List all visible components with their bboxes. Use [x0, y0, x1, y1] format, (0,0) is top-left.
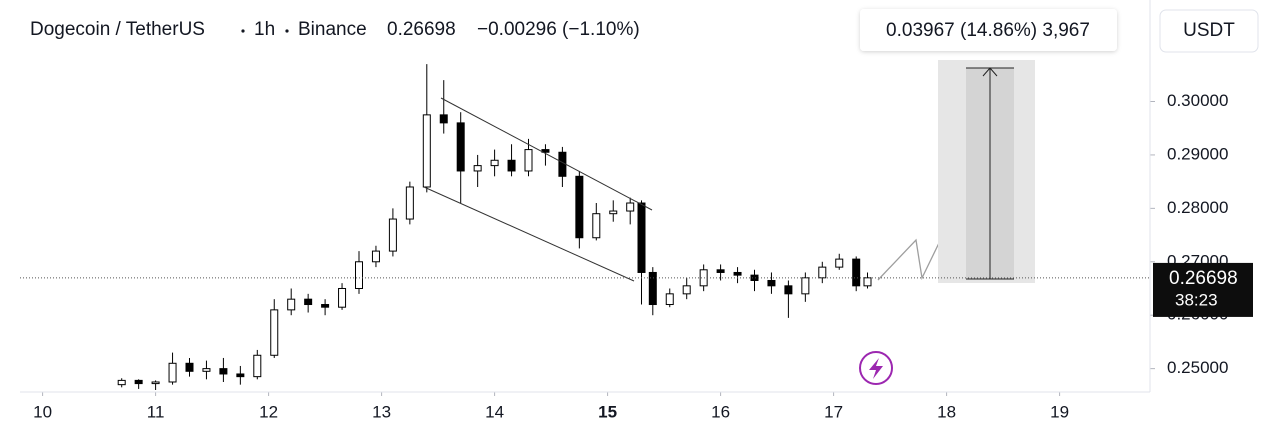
candle-body: [304, 298, 313, 306]
y-tick-label: 0.29000: [1167, 144, 1228, 163]
x-tick-label: 13: [372, 402, 391, 421]
last-price-box: [1153, 262, 1253, 317]
candle-body: [835, 258, 844, 268]
candle-body: [185, 362, 194, 372]
measure-head: [982, 67, 998, 77]
last-price-label: 0.26698: [1169, 268, 1238, 289]
candle-body: [287, 298, 296, 311]
candle-body: [665, 293, 674, 306]
candle-body: [801, 277, 810, 295]
currency[interactable]: USDT: [1183, 20, 1235, 41]
candle-body: [405, 186, 414, 220]
countdown: 38:23: [1175, 290, 1218, 309]
y-tick-label: 0.28000: [1167, 198, 1228, 217]
candle-body: [338, 287, 347, 308]
event-bolt: [869, 358, 883, 379]
candle-body: [626, 202, 635, 212]
candle-body: [490, 159, 499, 167]
candle-body: [575, 175, 584, 239]
x-tick-label: 10: [33, 402, 52, 421]
candle-body: [863, 277, 872, 287]
plot-area: 0.250000.260000.270000.280000.290000.300…: [33, 64, 1228, 421]
currency-button[interactable]: [1159, 9, 1259, 53]
candle-body: [852, 258, 861, 287]
candle-body: [609, 210, 618, 215]
candle-body: [439, 114, 448, 124]
candle-body: [818, 266, 827, 279]
candle-body: [473, 165, 482, 172]
candle-body: [422, 114, 431, 188]
exchange: Binance: [298, 19, 367, 40]
candle-body: [592, 213, 601, 239]
candle-body: [507, 159, 516, 172]
channel-lower: [423, 186, 635, 282]
candle-body: [682, 285, 691, 295]
x-tick-label: 14: [485, 402, 504, 421]
separator: [241, 29, 245, 33]
candle-body: [270, 309, 279, 356]
candle-body: [168, 362, 177, 383]
candle-body: [202, 368, 211, 372]
candle-body: [371, 250, 380, 263]
candle-body: [355, 261, 363, 289]
x-tick-label: 11: [147, 402, 165, 421]
candle-body: [253, 354, 262, 378]
candle-body: [637, 202, 646, 273]
candle-body: [541, 149, 550, 153]
candle-body: [733, 271, 742, 276]
candle-body: [648, 271, 657, 306]
x-tick-label: 16: [711, 402, 730, 421]
candle-body: [151, 381, 160, 385]
measure-label-box: [860, 9, 1117, 51]
candle-body: [134, 379, 143, 385]
candle-body: [321, 304, 330, 308]
y-tick-label: 0.30000: [1167, 91, 1228, 110]
symbol: Dogecoin / TetherUS: [30, 19, 205, 40]
x-tick-label: 19: [1050, 402, 1069, 421]
measure-label: 0.03967 (14.86%) 3,967: [886, 20, 1090, 41]
candle-body: [456, 122, 465, 172]
x-tick-label: 17: [824, 402, 843, 421]
x-tick-label: 15: [598, 402, 617, 421]
header-change: −0.00296 (−1.10%): [477, 19, 640, 40]
interval: 1h: [254, 19, 275, 40]
header-price: 0.26698: [387, 19, 456, 40]
channel-upper: [440, 97, 653, 211]
candle-body: [524, 149, 533, 172]
separator: [285, 29, 289, 33]
candle-body: [388, 218, 397, 252]
x-tick-label: 12: [259, 402, 278, 421]
candle-body: [236, 373, 245, 378]
y-tick-label: 0.25000: [1167, 358, 1228, 377]
candle-body: [784, 285, 793, 295]
candle-body: [117, 379, 126, 386]
candle-body: [219, 368, 228, 375]
x-tick-label: 18: [937, 402, 956, 421]
candle-body: [716, 269, 725, 273]
candle-body: [767, 279, 776, 287]
